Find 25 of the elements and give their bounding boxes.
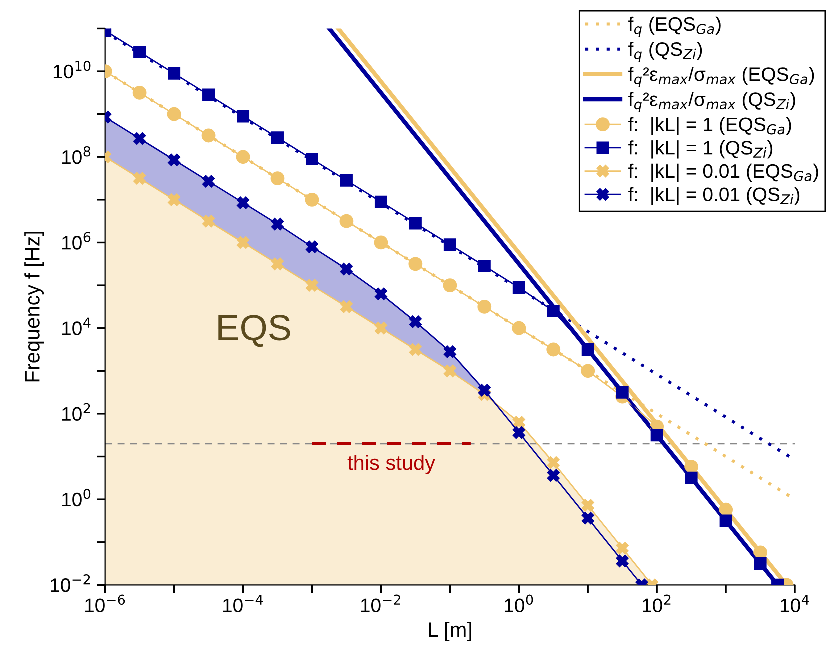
y-tick-label: 10$^{8}$ (62, 146, 91, 164)
x-axis-title: L [m] (429, 622, 472, 642)
y-tick-label: 10$^{0}$ (62, 488, 91, 507)
y-tick-label: 10$^{6}$ (62, 232, 91, 250)
text: f$_{q}$²ε$_{max}$/σ$_{max}$ (EQS$_{Ga}$) (628, 67, 814, 88)
legend-label: f: |kL| = 1 (EQS$_{Ga}$) (628, 117, 792, 136)
x-tick-label: 10$^{0}$ (505, 594, 534, 612)
annotation: EQS (218, 315, 290, 348)
legend-label: f$_{q}$ (EQS$_{Ga}$) (628, 16, 721, 37)
x-tick-label: 10$^{−6}$ (86, 594, 126, 612)
y-tick-label: 10$^{4}$ (62, 318, 91, 336)
legend-label: f: |kL| = 0.01 (QS$_{Zi}$) (628, 187, 800, 206)
x-tick-label: 10$^{4}$ (780, 594, 810, 613)
x-tick-label: 10$^{2}$ (643, 594, 671, 612)
x-tick-label: 10$^{−4}$ (223, 594, 264, 613)
annotation: this study (348, 454, 436, 474)
legend-label: f: |kL| = 0.01 (EQS$_{Ga}$) (628, 164, 818, 182)
y-tick-label: 10$^{10}$ (54, 60, 91, 79)
y-tick-label: 10$^{2}$ (62, 403, 90, 422)
y-axis-title: Frequency f [Hz] (24, 232, 44, 382)
y-tick-label: 10$^{−2}$ (51, 574, 90, 592)
legend-label: f: |kL| = 1 (QS$_{Zi}$) (628, 140, 773, 159)
legend-label: f$_{q}$ (QS$_{Zi}$) (628, 42, 702, 62)
text: f$_{q}$²ε$_{max}$/σ$_{max}$ (QS$_{Zi}$) (628, 92, 796, 112)
x-tick-label: 10$^{−2}$ (361, 594, 400, 612)
